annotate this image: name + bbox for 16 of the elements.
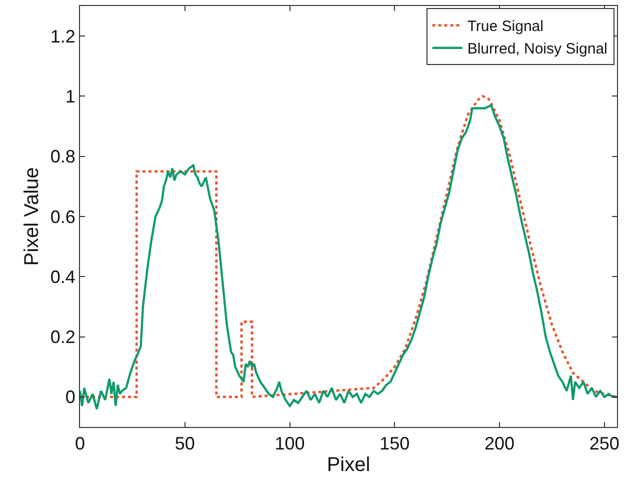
- y-tick-label: 0.4: [50, 266, 76, 287]
- y-tick-label: 1: [65, 86, 76, 107]
- x-axis-title: Pixel: [326, 454, 370, 476]
- x-tick-label: 50: [174, 434, 195, 454]
- y-tick-label: 0: [65, 387, 76, 408]
- y-axis-title: Pixel Value: [20, 167, 43, 266]
- y-tick-label: 0.8: [50, 146, 76, 167]
- x-tick-label: 200: [484, 434, 515, 454]
- y-tick-label: 0.6: [50, 206, 76, 227]
- x-tick-label: 150: [380, 434, 410, 454]
- x-tick-label: 100: [274, 434, 305, 454]
- x-tick-label: 250: [589, 434, 620, 454]
- y-tick-label: 0.2: [50, 327, 76, 348]
- legend-label: True Signal: [467, 18, 544, 36]
- legend-label: Blurred, Noisy Signal: [467, 40, 608, 58]
- y-tick-label: 1.2: [50, 26, 76, 46]
